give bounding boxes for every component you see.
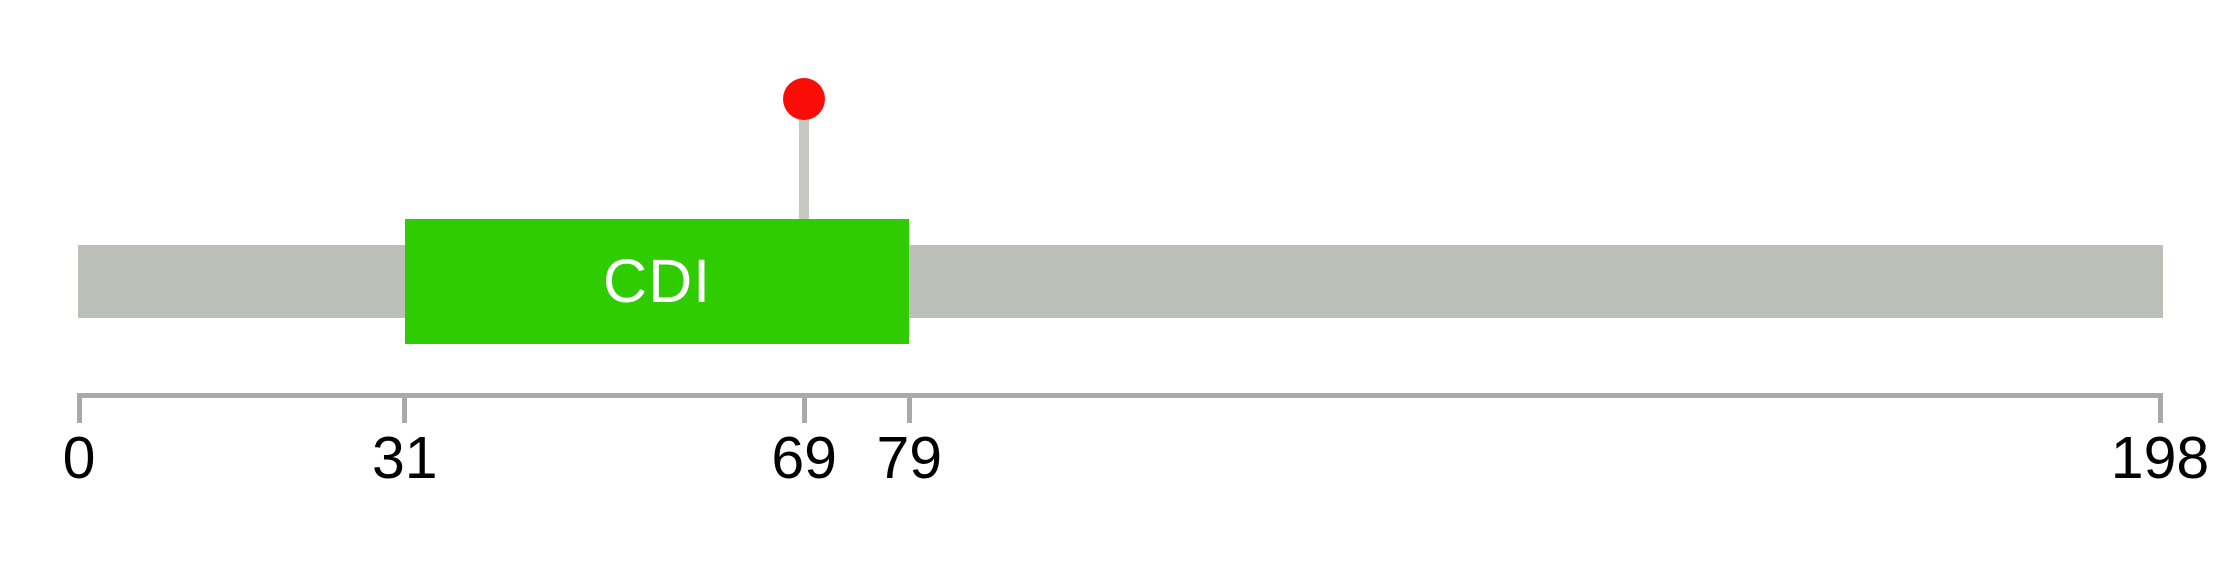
band-label: CDI [603,247,712,315]
axis-tick [906,393,912,423]
axis-tick [2157,393,2163,423]
axis-tick-label: 69 [771,425,837,491]
axis-tick [801,393,807,423]
cdi-band: CDI [404,219,910,344]
axis-tick [402,393,408,423]
axis-tick-label: 0 [62,425,96,491]
axis-tick [76,393,82,423]
marker-dot [783,78,826,120]
axis-line [76,393,2163,398]
axis-tick-label: 31 [371,425,438,491]
scale-track [78,245,2163,318]
axis-tick-label: 198 [2110,425,2210,491]
marker-stem [799,99,810,219]
axis-tick-label: 79 [876,425,943,491]
